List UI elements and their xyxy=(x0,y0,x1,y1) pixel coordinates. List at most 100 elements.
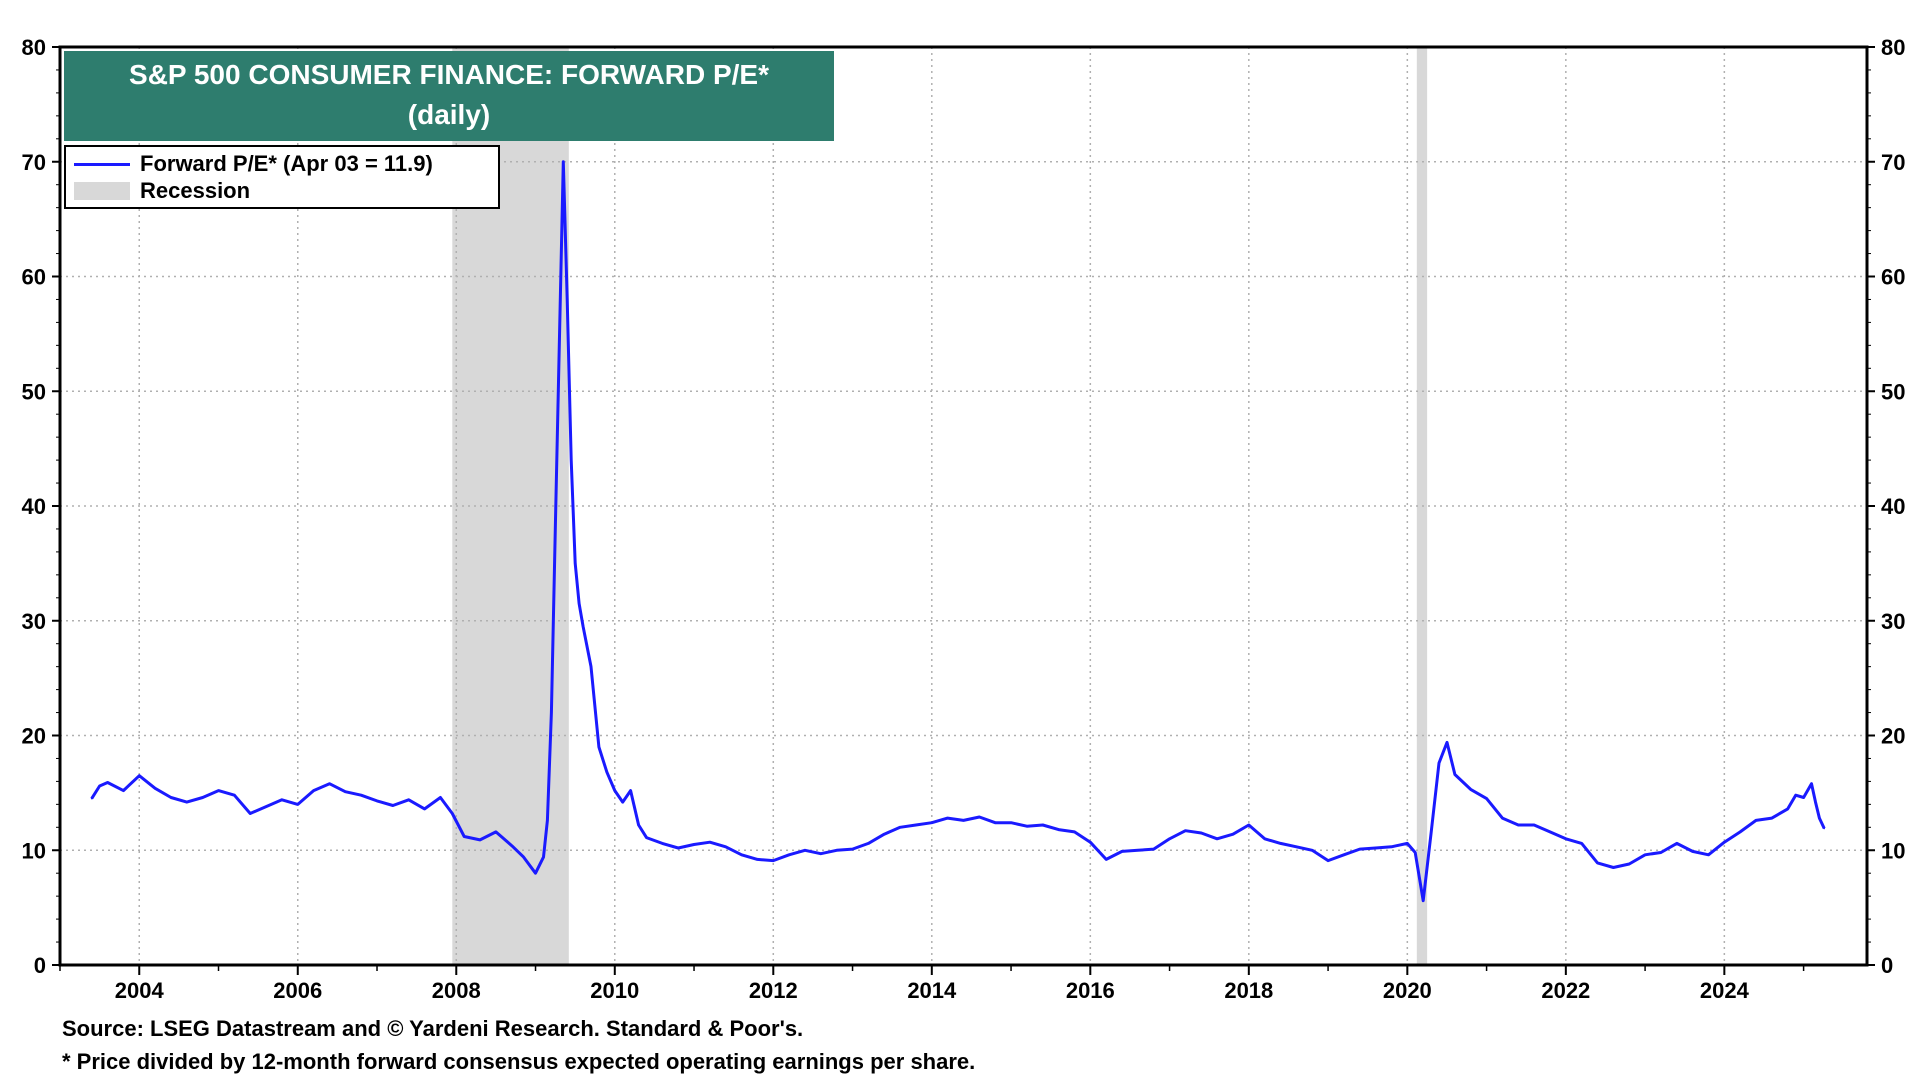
series-layer xyxy=(90,160,1826,903)
data-point xyxy=(578,602,580,605)
data-point xyxy=(1628,863,1631,865)
data-point xyxy=(423,808,426,810)
data-point xyxy=(451,812,454,815)
data-point xyxy=(554,528,557,530)
data-point xyxy=(1612,866,1615,869)
data-point xyxy=(1374,847,1377,849)
data-point xyxy=(566,298,569,301)
data-point xyxy=(1406,842,1409,845)
data-point xyxy=(170,796,172,799)
data-point xyxy=(296,803,299,806)
y-tick-label-right: 10 xyxy=(1881,838,1905,863)
y-tick-label-left: 50 xyxy=(22,379,46,404)
x-tick-label: 2006 xyxy=(273,978,322,1003)
data-point xyxy=(249,812,252,815)
data-point xyxy=(562,160,565,163)
source-note: Source: LSEG Datastream and © Yardeni Re… xyxy=(62,1016,804,1041)
y-tick-label-right: 30 xyxy=(1881,609,1905,634)
data-point xyxy=(1771,817,1773,819)
legend-line-swatch xyxy=(74,162,130,166)
data-point xyxy=(1168,837,1171,840)
data-point xyxy=(994,821,997,824)
legend-label-forward-pe: Forward P/E* (Apr 03 = 11.9) xyxy=(140,151,433,176)
y-tick-label-left: 80 xyxy=(22,35,46,60)
data-point xyxy=(1184,829,1187,832)
data-point xyxy=(1786,808,1789,810)
data-point xyxy=(883,833,886,835)
data-point xyxy=(645,836,648,839)
x-tick-label: 2016 xyxy=(1066,978,1115,1003)
data-point xyxy=(546,819,549,822)
definition-note: * Price divided by 12-month forward cons… xyxy=(62,1049,976,1074)
data-point xyxy=(186,801,188,803)
data-point xyxy=(1596,862,1599,864)
data-point xyxy=(851,848,854,850)
data-point xyxy=(637,824,640,826)
x-tick-label: 2008 xyxy=(432,978,481,1003)
y-tick-label-right: 50 xyxy=(1881,379,1905,404)
data-point xyxy=(1533,824,1535,826)
data-point xyxy=(463,835,465,838)
y-tick-label-left: 20 xyxy=(22,724,46,749)
data-point xyxy=(1580,842,1583,845)
data-point xyxy=(978,816,981,818)
data-point xyxy=(1823,827,1826,830)
data-point xyxy=(1026,825,1028,827)
legend: Forward P/E* (Apr 03 = 11.9) Recession xyxy=(64,145,500,209)
y-tick-label-right: 60 xyxy=(1881,265,1905,290)
y-tick-label-right: 80 xyxy=(1881,35,1905,60)
data-point xyxy=(360,794,362,796)
y-tick-label-right: 40 xyxy=(1881,494,1905,519)
data-point xyxy=(772,859,775,862)
data-point xyxy=(1430,832,1432,834)
data-point xyxy=(1517,824,1520,826)
data-point xyxy=(1814,801,1817,803)
data-point xyxy=(570,459,572,461)
data-point xyxy=(1660,851,1662,854)
data-point xyxy=(709,841,711,844)
data-point xyxy=(439,796,442,799)
data-point xyxy=(1707,854,1710,856)
data-point xyxy=(1041,824,1044,826)
legend-label-recession: Recession xyxy=(140,178,251,203)
chart-subtitle: (daily) xyxy=(407,99,491,130)
data-point xyxy=(693,843,695,846)
data-point xyxy=(661,842,664,845)
legend-recession-swatch xyxy=(74,182,130,200)
data-point xyxy=(376,800,378,802)
data-point xyxy=(1057,828,1060,831)
data-point xyxy=(598,746,600,748)
y-tick-label-left: 30 xyxy=(22,609,46,634)
data-point xyxy=(1438,762,1440,764)
data-point xyxy=(392,804,394,807)
data-point xyxy=(1469,788,1472,791)
data-point xyxy=(574,562,576,565)
data-point xyxy=(1010,821,1012,824)
data-point xyxy=(1311,849,1314,852)
data-point xyxy=(1446,741,1448,744)
recession-layer xyxy=(452,47,1428,965)
data-point xyxy=(1675,842,1678,845)
data-point xyxy=(1137,849,1139,852)
data-point xyxy=(1295,846,1298,848)
x-tick-label: 2020 xyxy=(1383,978,1432,1003)
x-tick-label: 2024 xyxy=(1700,978,1750,1003)
data-point xyxy=(804,849,806,852)
data-point xyxy=(534,872,537,874)
data-point xyxy=(217,789,220,792)
data-point xyxy=(1414,851,1417,854)
recession-band-2 xyxy=(1416,47,1428,965)
data-point xyxy=(1279,842,1282,845)
data-point xyxy=(1216,837,1218,840)
data-point xyxy=(1739,831,1741,833)
data-point xyxy=(1644,854,1646,856)
y-tick-label-left: 70 xyxy=(22,150,46,175)
data-point xyxy=(899,826,901,829)
data-point xyxy=(1794,794,1797,796)
x-tick-label: 2014 xyxy=(907,978,957,1003)
y-tick-label-left: 60 xyxy=(22,265,46,290)
data-point xyxy=(788,854,790,856)
data-point xyxy=(154,787,156,790)
